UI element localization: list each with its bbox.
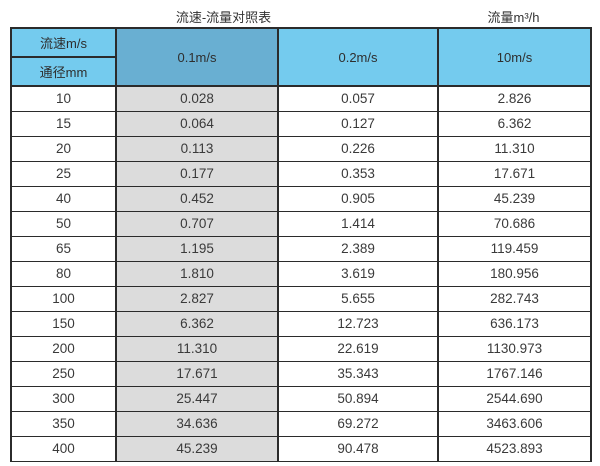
- flow-0-2ms-cell: 22.619: [277, 335, 439, 362]
- diameter-cell: 80: [10, 260, 117, 287]
- flow-10ms-cell: 17.671: [437, 160, 592, 187]
- header-velocity-0-2ms: 0.2m/s: [277, 27, 439, 87]
- flow-10ms-cell: 3463.606: [437, 410, 592, 437]
- table-row: 350 34.636 69.272 3463.606: [10, 410, 592, 437]
- diameter-cell: 25: [10, 160, 117, 187]
- flow-0-1ms-cell: 1.810: [115, 260, 279, 287]
- flow-10ms-cell: 45.239: [437, 185, 592, 212]
- flow-0-1ms-cell: 25.447: [115, 385, 279, 412]
- diameter-cell: 50: [10, 210, 117, 237]
- flow-0-2ms-cell: 0.127: [277, 110, 439, 137]
- flow-10ms-cell: 4523.893: [437, 435, 592, 462]
- table-row: 10 0.028 0.057 2.826: [10, 85, 592, 112]
- table-body: 10 0.028 0.057 2.826 15 0.064 0.127 6.36…: [10, 85, 592, 462]
- flow-0-1ms-cell: 17.671: [115, 360, 279, 387]
- flow-0-2ms-cell: 50.894: [277, 385, 439, 412]
- flow-10ms-cell: 70.686: [437, 210, 592, 237]
- diameter-cell: 400: [10, 435, 117, 462]
- flow-0-2ms-cell: 0.353: [277, 160, 439, 187]
- flow-0-1ms-cell: 0.707: [115, 210, 279, 237]
- diameter-cell: 200: [10, 335, 117, 362]
- diameter-cell: 150: [10, 310, 117, 337]
- diameter-cell: 350: [10, 410, 117, 437]
- flow-0-2ms-cell: 1.414: [277, 210, 439, 237]
- flow-10ms-cell: 636.173: [437, 310, 592, 337]
- table-row: 250 17.671 35.343 1767.146: [10, 360, 592, 387]
- flow-10ms-cell: 119.459: [437, 235, 592, 262]
- table-row: 300 25.447 50.894 2544.690: [10, 385, 592, 412]
- table-row: 50 0.707 1.414 70.686: [10, 210, 592, 237]
- flow-0-1ms-cell: 11.310: [115, 335, 279, 362]
- table-header: 流速m/s 0.1m/s 0.2m/s 10m/s 通径mm: [10, 27, 592, 87]
- flow-0-2ms-cell: 5.655: [277, 285, 439, 312]
- diameter-cell: 100: [10, 285, 117, 312]
- table-row: 40 0.452 0.905 45.239: [10, 185, 592, 212]
- flow-0-1ms-cell: 2.827: [115, 285, 279, 312]
- flow-0-2ms-cell: 35.343: [277, 360, 439, 387]
- flow-0-2ms-cell: 90.478: [277, 435, 439, 462]
- flow-0-2ms-cell: 0.057: [277, 85, 439, 112]
- table-row: 400 45.239 90.478 4523.893: [10, 435, 592, 462]
- flow-10ms-cell: 282.743: [437, 285, 592, 312]
- table-row: 20 0.113 0.226 11.310: [10, 135, 592, 162]
- diameter-cell: 20: [10, 135, 117, 162]
- table-row: 65 1.195 2.389 119.459: [10, 235, 592, 262]
- flow-10ms-cell: 2544.690: [437, 385, 592, 412]
- header-row-bottom: 通径mm: [10, 56, 591, 87]
- table-row: 200 11.310 22.619 1130.973: [10, 335, 592, 362]
- flow-0-2ms-cell: 2.389: [277, 235, 439, 262]
- table-title: 流速-流量对照表: [175, 10, 272, 25]
- flow-0-1ms-cell: 0.028: [115, 85, 279, 112]
- table-row: 25 0.177 0.353 17.671: [10, 160, 592, 187]
- diameter-cell: 250: [10, 360, 117, 387]
- diameter-cell: 65: [10, 235, 117, 262]
- flow-10ms-cell: 2.826: [437, 85, 592, 112]
- flow-0-2ms-cell: 12.723: [277, 310, 439, 337]
- caption-row: 流速-流量对照表 流量m³/h: [0, 0, 600, 27]
- flow-unit-label: 流量m³/h: [487, 10, 540, 25]
- diameter-cell: 40: [10, 185, 117, 212]
- diameter-cell: 10: [10, 85, 117, 112]
- diameter-cell: 300: [10, 385, 117, 412]
- flow-0-1ms-cell: 34.636: [115, 410, 279, 437]
- flow-comparison-table: 流速m/s 0.1m/s 0.2m/s 10m/s 通径mm 10 0.028 …: [10, 27, 592, 462]
- table-row: 15 0.064 0.127 6.362: [10, 110, 592, 137]
- flow-10ms-cell: 180.956: [437, 260, 592, 287]
- flow-10ms-cell: 1130.973: [437, 335, 592, 362]
- table-row: 150 6.362 12.723 636.173: [10, 310, 592, 337]
- flow-0-1ms-cell: 0.113: [115, 135, 279, 162]
- flow-0-1ms-cell: 6.362: [115, 310, 279, 337]
- flow-10ms-cell: 1767.146: [437, 360, 592, 387]
- flow-0-1ms-cell: 0.064: [115, 110, 279, 137]
- table-row: 80 1.810 3.619 180.956: [10, 260, 592, 287]
- header-velocity-0-1ms: 0.1m/s: [115, 27, 279, 87]
- header-diameter-label: 通径mm: [10, 56, 117, 87]
- flow-0-1ms-cell: 1.195: [115, 235, 279, 262]
- flow-0-1ms-cell: 0.177: [115, 160, 279, 187]
- flow-0-2ms-cell: 0.905: [277, 185, 439, 212]
- header-velocity-label: 流速m/s: [10, 27, 117, 58]
- flow-10ms-cell: 11.310: [437, 135, 592, 162]
- flow-0-2ms-cell: 3.619: [277, 260, 439, 287]
- flow-0-1ms-cell: 45.239: [115, 435, 279, 462]
- flow-0-1ms-cell: 0.452: [115, 185, 279, 212]
- header-velocity-10ms: 10m/s: [437, 27, 592, 87]
- flow-10ms-cell: 6.362: [437, 110, 592, 137]
- flow-0-2ms-cell: 0.226: [277, 135, 439, 162]
- flow-0-2ms-cell: 69.272: [277, 410, 439, 437]
- table-row: 100 2.827 5.655 282.743: [10, 285, 592, 312]
- diameter-cell: 15: [10, 110, 117, 137]
- header-row-top: 流速m/s 0.1m/s 0.2m/s 10m/s: [10, 27, 592, 87]
